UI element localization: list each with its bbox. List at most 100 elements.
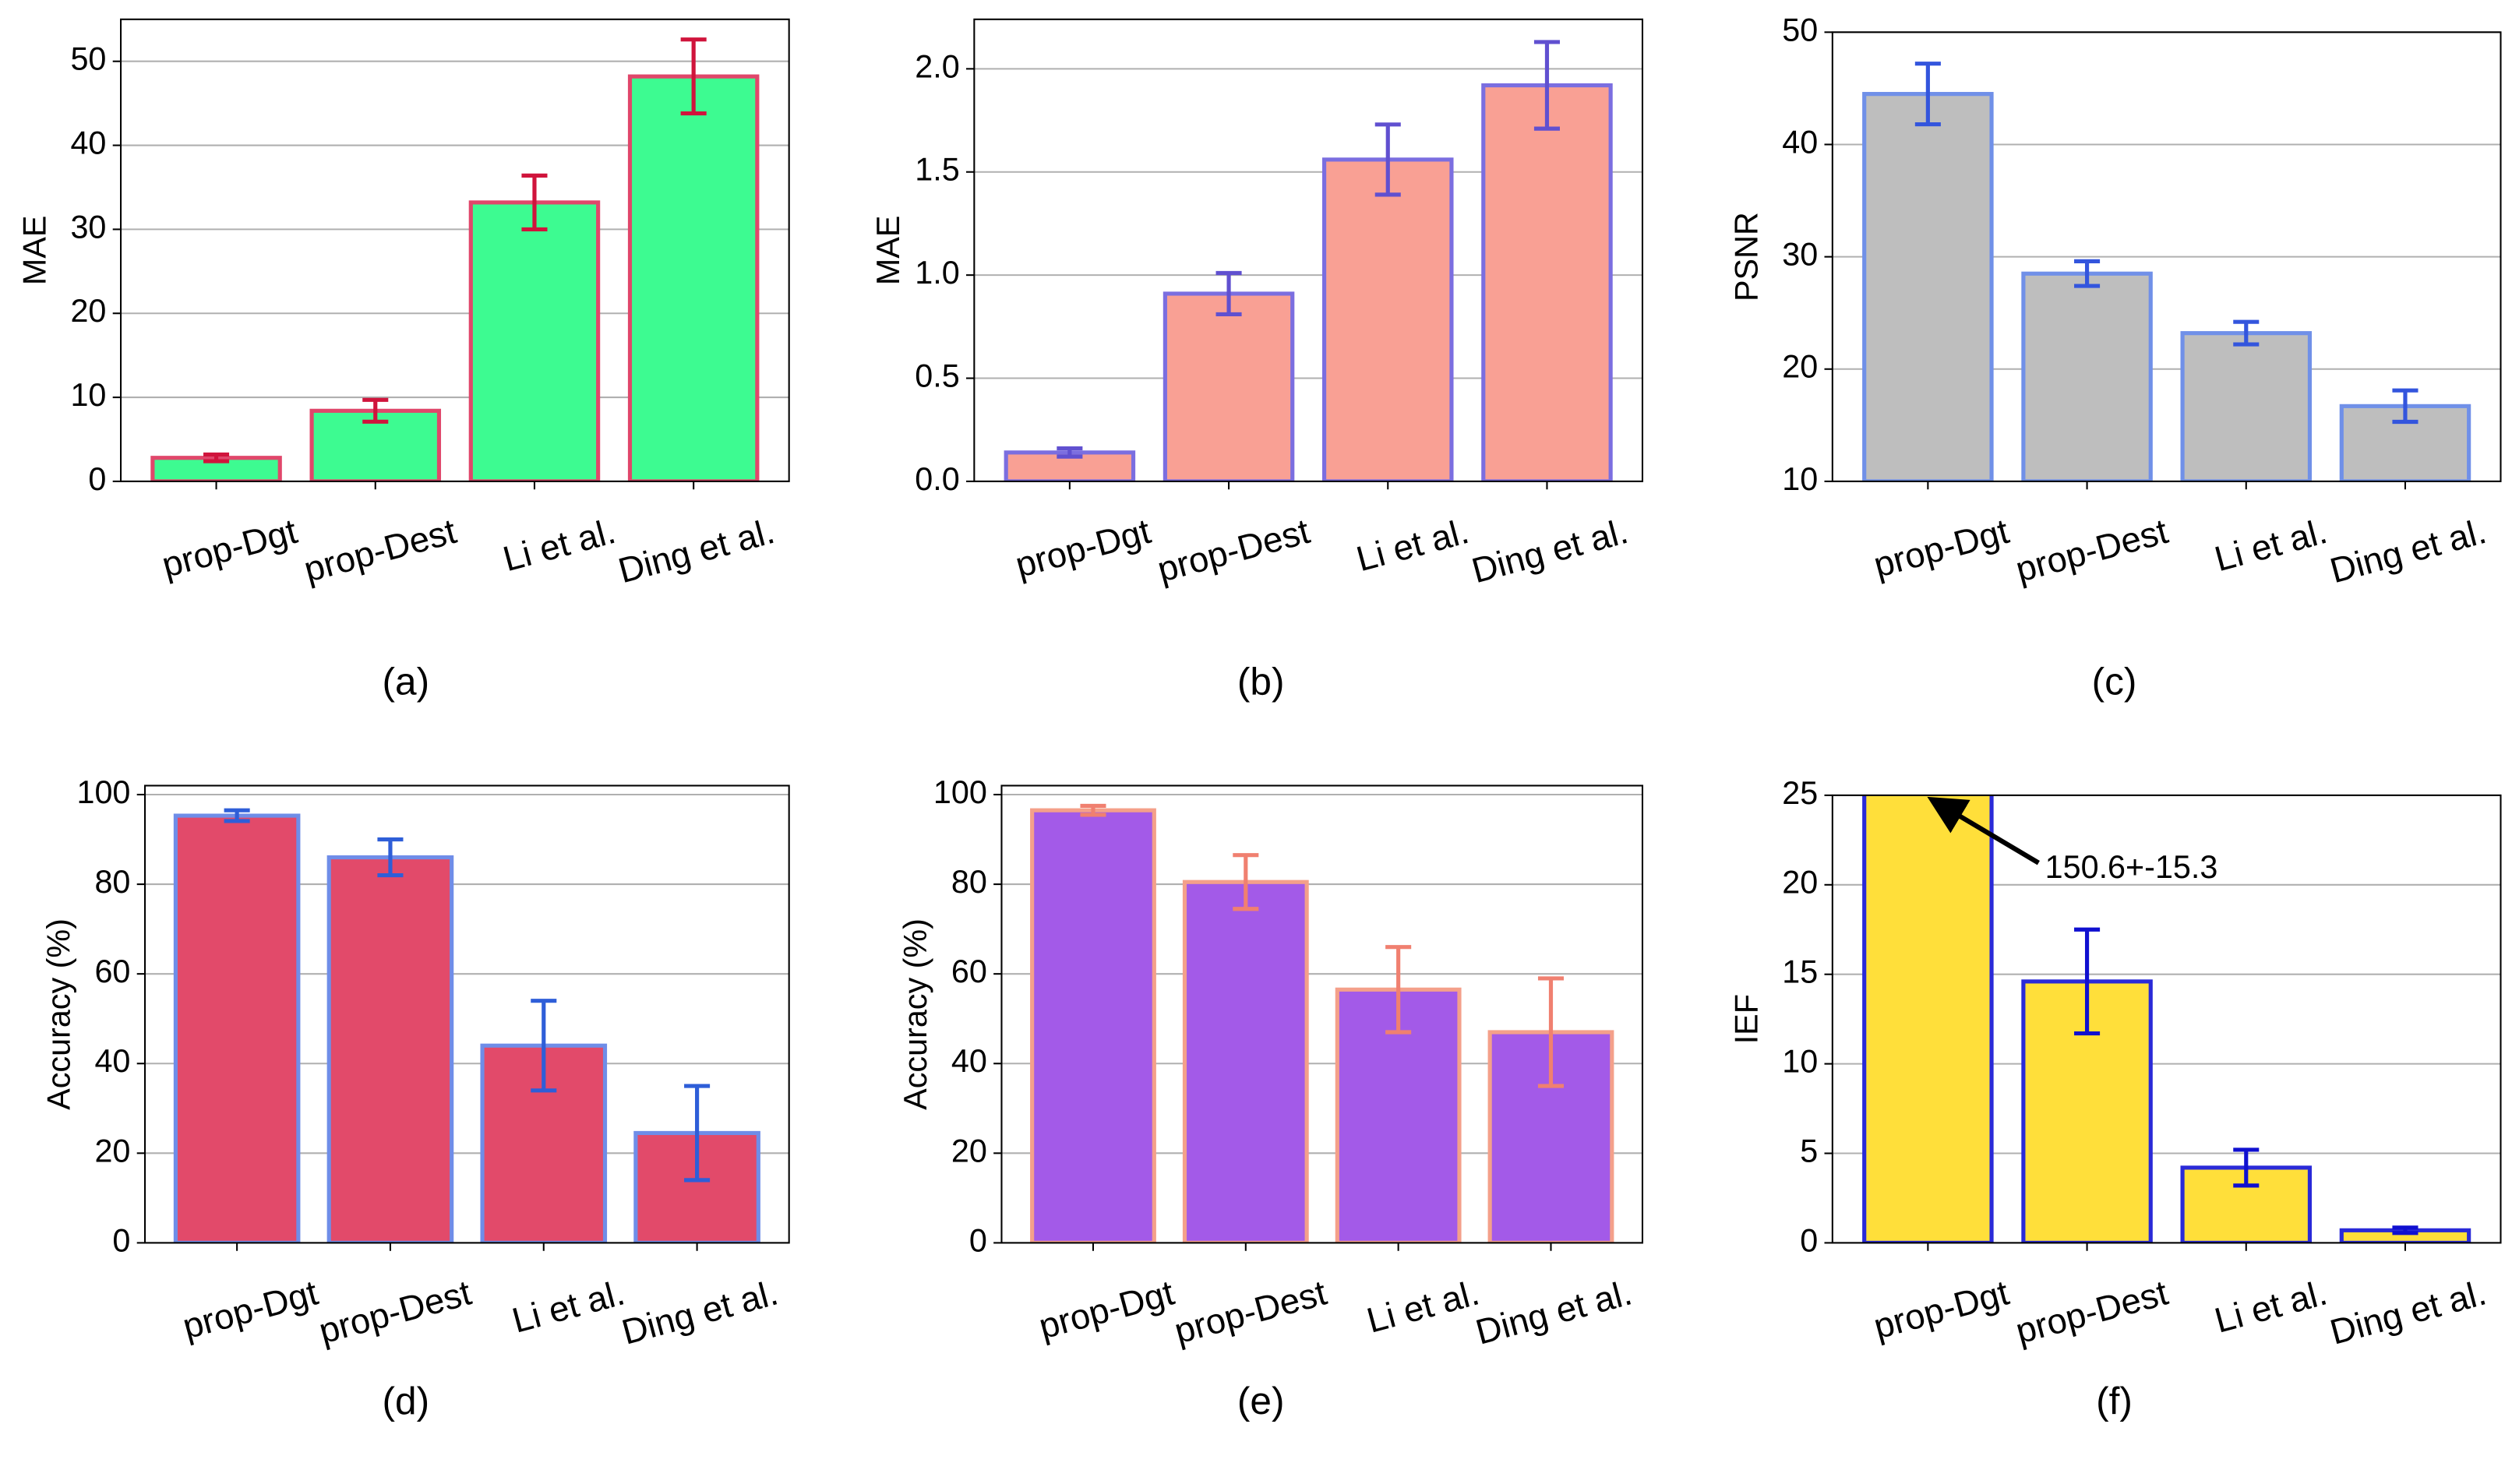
y-tick-label: 20	[951, 1133, 987, 1169]
bar	[173, 813, 301, 1243]
y-tick-label: 100	[933, 774, 987, 810]
axes-frame	[1831, 31, 2502, 482]
error-bar	[1385, 945, 1412, 1035]
y-tick-label: 15	[1782, 954, 1818, 990]
y-tick-label: 2.0	[915, 48, 959, 84]
error-bar	[1914, 62, 1941, 127]
error-bar	[1057, 446, 1083, 459]
y-axis-label: IEF	[1728, 994, 1764, 1044]
bar	[326, 855, 454, 1243]
error-bar	[2233, 1147, 2260, 1188]
x-tick-label: prop-Dest	[2012, 511, 2172, 590]
panel-caption: (c)	[2092, 659, 2137, 703]
panel-caption: (d)	[383, 1379, 430, 1422]
x-tick-label: Ding et al.	[2326, 1273, 2490, 1352]
annotation: 150.6+-15.3	[2045, 849, 2218, 885]
y-tick-label: 80	[94, 864, 130, 900]
error-bar	[2074, 927, 2101, 1036]
y-tick-label: 40	[951, 1043, 987, 1079]
x-tick-label: prop-Dgt	[178, 1272, 322, 1346]
error-bar	[531, 999, 557, 1093]
y-tick-label: 0	[112, 1222, 130, 1258]
y-tick-label: 0.0	[915, 461, 959, 497]
x-tick-label: prop-Dgt	[1869, 511, 2013, 585]
error-bar	[684, 1084, 711, 1183]
bar	[468, 200, 601, 481]
panel-caption: (f)	[2096, 1379, 2133, 1422]
y-tick-label: 5	[1800, 1133, 1818, 1169]
y-tick-label: 1.0	[915, 255, 959, 291]
x-tick-label: Li et al.	[1363, 1273, 1484, 1341]
bar	[1862, 795, 1994, 1243]
error-bar	[203, 452, 230, 464]
y-tick-label: 30	[70, 209, 106, 245]
y-tick-label: 50	[70, 41, 106, 77]
axes-frame	[1831, 794, 2502, 1244]
panel-caption: (e)	[1237, 1379, 1285, 1422]
plot-area	[1862, 62, 2471, 481]
x-tick-label: prop-Dgt	[1035, 1272, 1178, 1346]
error-bar	[2074, 259, 2101, 288]
y-tick-label: 40	[94, 1043, 130, 1079]
x-tick-label: Li et al.	[2210, 1273, 2331, 1341]
y-tick-label: 40	[1782, 124, 1818, 160]
bar	[627, 74, 760, 481]
y-tick-label: 0.5	[915, 358, 959, 393]
y-axis-label: MAE	[16, 216, 52, 286]
plot-area	[1030, 803, 1614, 1243]
axes-frame	[144, 784, 790, 1244]
x-tick-label: Ding et al.	[1468, 511, 1632, 590]
y-tick-label: 40	[70, 125, 106, 160]
bar	[1163, 291, 1295, 481]
y-tick-label: 60	[951, 953, 987, 989]
y-tick-label: 20	[1782, 349, 1818, 385]
y-tick-label: 25	[1782, 775, 1818, 811]
error-bar	[224, 808, 250, 823]
plot-area	[173, 808, 760, 1243]
y-axis-label: Accuracy (%)	[898, 918, 933, 1110]
y-tick-label: 0	[1800, 1222, 1818, 1258]
error-bar	[377, 837, 404, 878]
y-axis-label: Accuracy (%)	[41, 918, 76, 1110]
y-tick-label: 1.5	[915, 152, 959, 188]
y-tick-label: 20	[94, 1133, 130, 1169]
y-tick-label: 50	[1782, 12, 1818, 48]
x-tick-label: Ding et al.	[618, 1273, 782, 1352]
y-tick-label: 0	[969, 1222, 987, 1258]
error-bar	[1233, 853, 1259, 911]
y-tick-label: 80	[951, 864, 987, 900]
x-tick-label: Ding et al.	[1472, 1273, 1636, 1352]
y-axis-label: PSNR	[1728, 212, 1764, 301]
y-tick-label: 100	[76, 774, 130, 810]
y-tick-label: 20	[70, 293, 106, 329]
y-tick-label: 30	[1782, 237, 1818, 273]
axes-frame	[120, 18, 790, 482]
y-tick-label: 60	[94, 953, 130, 989]
x-tick-label: Li et al.	[499, 511, 619, 579]
x-tick-label: Li et al.	[1353, 511, 1473, 579]
x-tick-label: prop-Dgt	[1011, 511, 1155, 585]
annotation-arrow	[1927, 796, 2040, 865]
error-bar	[521, 173, 548, 231]
y-tick-label: 20	[1782, 865, 1818, 901]
error-bar	[2233, 319, 2260, 347]
error-bar	[1533, 40, 1560, 131]
x-tick-label: Ding et al.	[614, 511, 778, 590]
axes-frame	[1000, 784, 1644, 1244]
error-bar	[1537, 976, 1565, 1088]
error-bar	[1215, 270, 1242, 317]
error-bar	[680, 37, 707, 116]
x-tick-label: prop-Dgt	[1869, 1272, 2013, 1346]
bar	[1322, 157, 1454, 481]
error-bar	[1080, 803, 1106, 817]
y-tick-label: 10	[70, 377, 106, 413]
x-tick-label: Ding et al.	[2326, 511, 2490, 590]
bar	[1862, 92, 1994, 481]
y-tick-label: 0	[88, 461, 106, 497]
x-tick-label: prop-Dgt	[158, 511, 302, 585]
x-tick-label: prop-Dest	[315, 1272, 475, 1351]
x-tick-label: Li et al.	[2210, 511, 2331, 579]
bar	[1182, 879, 1309, 1243]
panel-caption: (a)	[383, 659, 430, 703]
